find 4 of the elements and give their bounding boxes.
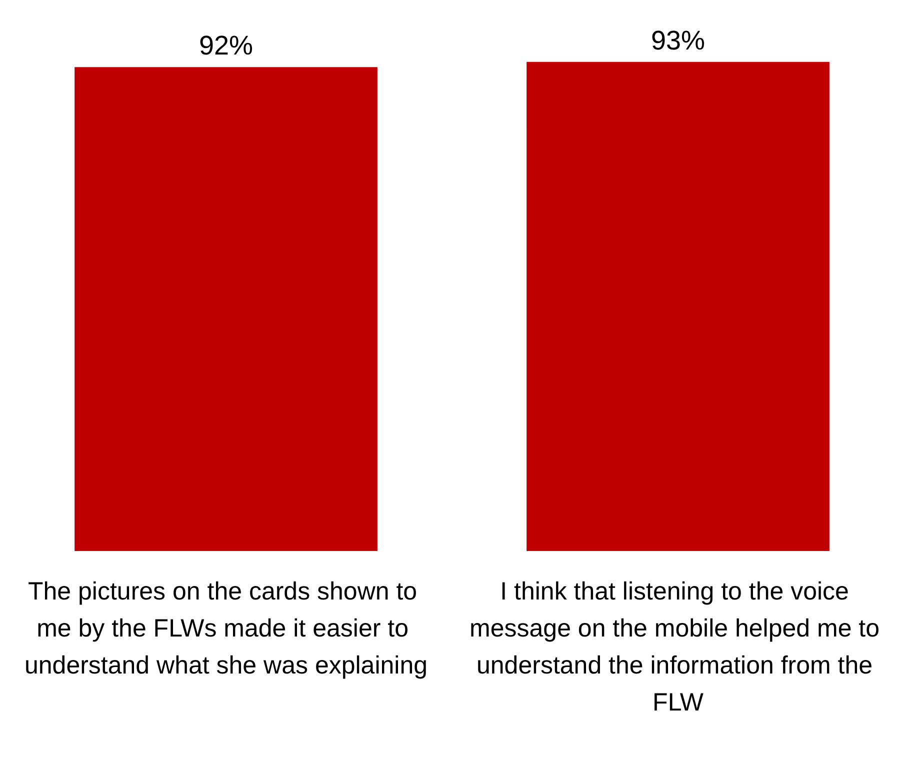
data-label: 93% <box>650 25 706 56</box>
x-tick-label: The pictures on the cards shown to me by the FLWs made it easier to understand what she was explaining <box>24 578 428 680</box>
x-tick-label: I think that listening to the voice message on the mobile helped me to understand the information from the FLW <box>470 578 886 716</box>
data-label: 92% <box>198 30 254 61</box>
